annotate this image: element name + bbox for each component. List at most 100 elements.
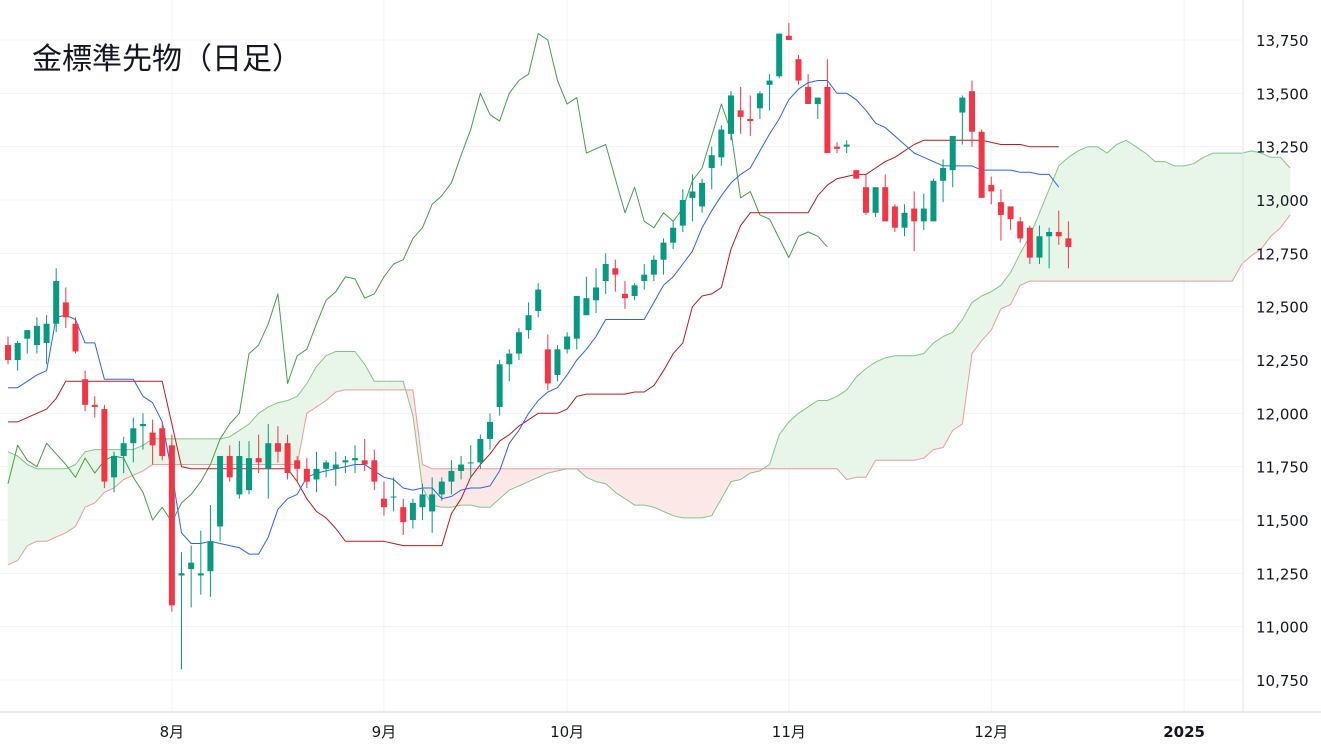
candle-body <box>139 424 146 427</box>
candle-body <box>33 325 40 346</box>
candle-up <box>467 445 474 478</box>
cloud-segment-bearish <box>682 468 693 519</box>
candle-down <box>284 434 291 480</box>
candle-body <box>737 110 744 117</box>
candle-up <box>959 95 966 145</box>
candle-body <box>429 494 436 512</box>
cloud-segment-bullish <box>894 355 905 461</box>
candle-down <box>795 54 802 85</box>
cloud-segment-bearish <box>634 468 645 506</box>
candle-down <box>988 176 995 205</box>
candle-body <box>371 460 378 482</box>
candle-down <box>274 426 281 463</box>
candle-down <box>544 334 551 390</box>
candle-body <box>188 562 195 570</box>
candle-body <box>380 498 387 508</box>
candle-up <box>120 436 127 474</box>
candle-up <box>246 441 252 495</box>
candle-body <box>120 443 127 457</box>
cloud-segment-bullish <box>306 365 317 414</box>
candle-body <box>207 541 214 572</box>
candle-down <box>303 458 310 489</box>
cloud-segment-bullish <box>1212 152 1223 282</box>
candle-body <box>91 404 98 407</box>
cloud-segment-bullish <box>836 389 847 481</box>
chart-title: 金標準先物（日足） <box>32 42 302 77</box>
candle-body <box>149 432 156 446</box>
cloud-segment-bullish <box>1097 146 1108 282</box>
cloud-segment-bullish <box>913 353 925 461</box>
candle-body <box>747 118 754 122</box>
candle-body <box>197 573 204 576</box>
candle-body <box>650 259 657 275</box>
candle-body <box>178 573 185 576</box>
cloud-segment-bullish <box>248 412 259 465</box>
candle-body <box>5 345 11 361</box>
candle-body <box>255 458 262 463</box>
candle-up <box>24 330 31 354</box>
cloud-segment-bullish <box>17 455 28 562</box>
candle-down <box>380 481 387 516</box>
candle-up <box>776 33 783 79</box>
candle-body <box>274 443 281 452</box>
candle-body <box>699 182 706 207</box>
cloud-segment-bullish <box>1174 165 1185 282</box>
cloud-segment-bullish <box>788 412 799 470</box>
y-tick-label: 11,250 <box>1256 565 1309 583</box>
tenkan-sen-line <box>8 80 1060 555</box>
candle-down <box>159 421 166 461</box>
candle-body <box>62 302 69 318</box>
candle-down <box>91 396 98 418</box>
candle-body <box>1046 232 1053 237</box>
candle-up <box>111 451 118 493</box>
cloud-segment-bearish <box>489 468 500 508</box>
candle-body <box>246 458 252 491</box>
candle-body <box>438 481 445 495</box>
cloud-segment-bullish <box>884 355 896 461</box>
candle-body <box>496 364 503 407</box>
cloud-segment-bullish <box>200 438 211 465</box>
candle-body <box>766 80 773 85</box>
candle-up <box>1046 227 1053 269</box>
candle-down <box>101 404 108 489</box>
cloud-segment-bullish <box>46 468 57 542</box>
candle-body <box>332 464 339 469</box>
senkou-span-a-line <box>7 139 1291 519</box>
candle-up <box>843 140 850 154</box>
candle-up <box>313 451 320 493</box>
cloud-segment-bullish <box>1193 156 1204 282</box>
x-tick-label: 10月 <box>550 723 584 741</box>
candle-body <box>901 212 908 228</box>
y-tick-label: 13,000 <box>1256 192 1309 210</box>
candle-body <box>24 330 31 339</box>
candle-down <box>72 317 79 354</box>
candle-up <box>920 193 927 230</box>
candle-body <box>862 187 869 213</box>
candle-up <box>583 276 590 316</box>
candle-body <box>409 502 416 521</box>
cloud-segment-bullish <box>865 361 876 479</box>
candle-down <box>1007 206 1014 230</box>
candle-body <box>400 507 407 523</box>
candle-up <box>197 530 204 595</box>
cloud-segment-bullish <box>856 367 867 478</box>
candle-up <box>641 264 648 290</box>
chikou-span-line <box>7 33 828 523</box>
candle-down <box>621 281 628 309</box>
y-tick-label: 12,750 <box>1256 245 1309 263</box>
candle-up <box>573 296 580 350</box>
cloud-segment-bullish <box>316 355 327 408</box>
candle-body <box>284 443 291 474</box>
candle-up <box>496 360 503 416</box>
candle-body <box>660 242 667 260</box>
candle-down <box>168 434 175 612</box>
kijun-sen-line <box>8 139 1059 547</box>
candle-up <box>477 434 484 469</box>
candle-up <box>515 328 522 361</box>
candle-body <box>323 462 330 469</box>
candle-body <box>930 180 937 222</box>
candle-body <box>226 456 233 478</box>
cloud-segment-bullish <box>1048 165 1060 282</box>
x-tick-label: 2025 <box>1163 723 1205 741</box>
